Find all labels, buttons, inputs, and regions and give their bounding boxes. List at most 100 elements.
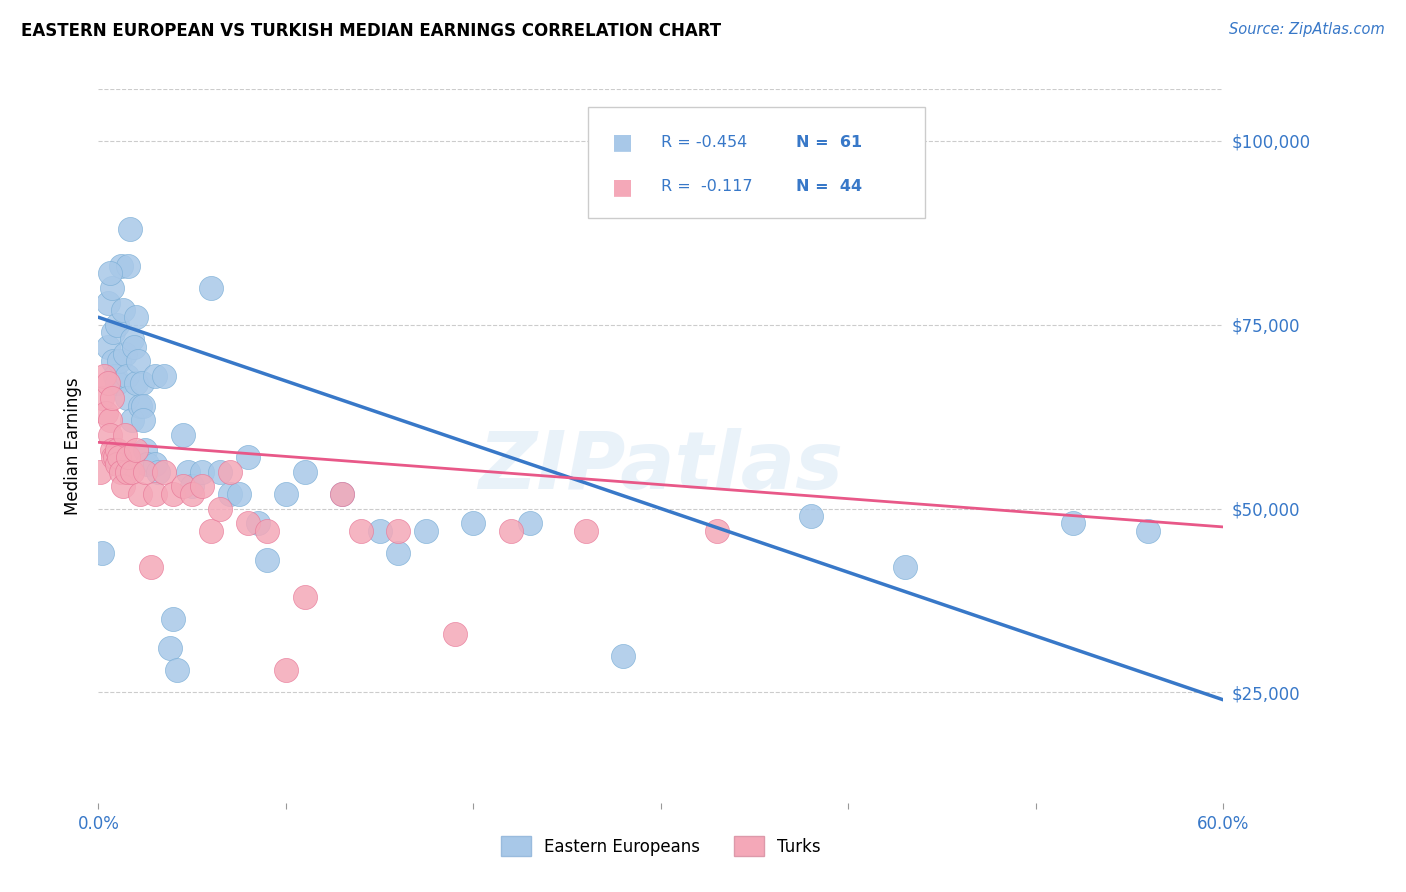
- Point: [139, 560, 162, 574]
- Point: [238, 516, 260, 531]
- Point: [143, 487, 166, 501]
- Point: [121, 413, 143, 427]
- Point: [274, 664, 297, 678]
- Point: [105, 442, 128, 457]
- Point: [121, 332, 143, 346]
- Point: [159, 641, 181, 656]
- Point: [228, 487, 250, 501]
- Point: [330, 487, 353, 501]
- Point: [132, 413, 155, 427]
- Point: [110, 465, 132, 479]
- Point: [172, 428, 194, 442]
- Point: [162, 487, 184, 501]
- Point: [1137, 524, 1160, 538]
- Point: [105, 376, 128, 391]
- Text: EASTERN EUROPEAN VS TURKISH MEDIAN EARNINGS CORRELATION CHART: EASTERN EUROPEAN VS TURKISH MEDIAN EARNI…: [21, 22, 721, 40]
- Point: [117, 450, 139, 464]
- Point: [104, 450, 127, 464]
- Y-axis label: Median Earnings: Median Earnings: [65, 377, 83, 515]
- Point: [98, 266, 121, 280]
- Point: [103, 325, 125, 339]
- Point: [893, 560, 915, 574]
- Point: [91, 546, 114, 560]
- Point: [115, 465, 138, 479]
- Point: [153, 465, 176, 479]
- Point: [218, 487, 240, 501]
- Point: [218, 465, 240, 479]
- Point: [706, 524, 728, 538]
- Point: [200, 524, 222, 538]
- Point: [120, 222, 142, 236]
- Point: [103, 450, 125, 464]
- Text: ■: ■: [613, 177, 634, 196]
- Point: [97, 295, 120, 310]
- Point: [105, 458, 128, 472]
- Point: [115, 369, 138, 384]
- Point: [181, 487, 204, 501]
- Point: [91, 391, 114, 405]
- Point: [575, 524, 598, 538]
- Point: [162, 612, 184, 626]
- Point: [128, 399, 150, 413]
- Point: [97, 376, 120, 391]
- Point: [108, 354, 131, 368]
- Point: [499, 524, 522, 538]
- Point: [181, 479, 204, 493]
- Point: [200, 281, 222, 295]
- Text: Source: ZipAtlas.com: Source: ZipAtlas.com: [1229, 22, 1385, 37]
- Point: [97, 340, 120, 354]
- Point: [125, 376, 148, 391]
- Point: [122, 340, 145, 354]
- Point: [209, 501, 232, 516]
- Point: [190, 465, 212, 479]
- Point: [100, 391, 122, 405]
- Point: [104, 369, 127, 384]
- Point: [98, 428, 121, 442]
- Point: [105, 318, 128, 332]
- FancyBboxPatch shape: [588, 107, 925, 218]
- Point: [127, 354, 149, 368]
- Point: [100, 442, 122, 457]
- Point: [98, 413, 121, 427]
- Point: [177, 465, 200, 479]
- Point: [131, 376, 153, 391]
- Point: [108, 450, 131, 464]
- Legend: Eastern Europeans, Turks: Eastern Europeans, Turks: [495, 830, 827, 863]
- Point: [111, 302, 134, 317]
- Point: [93, 369, 115, 384]
- Point: [143, 458, 166, 472]
- Point: [1062, 516, 1084, 531]
- Point: [148, 465, 170, 479]
- Point: [136, 458, 159, 472]
- Point: [125, 442, 148, 457]
- Point: [463, 516, 485, 531]
- Point: [190, 479, 212, 493]
- Text: R =  -0.117: R = -0.117: [661, 179, 752, 194]
- Point: [111, 479, 134, 493]
- Point: [612, 648, 634, 663]
- Point: [246, 516, 269, 531]
- Point: [209, 465, 232, 479]
- Text: N =  44: N = 44: [796, 179, 862, 194]
- Point: [103, 354, 125, 368]
- Point: [368, 524, 391, 538]
- Point: [121, 465, 143, 479]
- Point: [350, 524, 373, 538]
- Point: [115, 391, 138, 405]
- Text: ZIPatlas: ZIPatlas: [478, 428, 844, 507]
- Point: [143, 369, 166, 384]
- Point: [128, 487, 150, 501]
- Point: [294, 590, 316, 604]
- Point: [238, 450, 260, 464]
- Point: [125, 310, 148, 325]
- Point: [114, 347, 136, 361]
- Point: [387, 546, 409, 560]
- Point: [330, 487, 353, 501]
- Point: [800, 508, 823, 523]
- Point: [274, 487, 297, 501]
- Point: [519, 516, 541, 531]
- Point: [166, 664, 188, 678]
- Point: [443, 626, 465, 640]
- Point: [100, 281, 122, 295]
- Text: ■: ■: [613, 132, 634, 153]
